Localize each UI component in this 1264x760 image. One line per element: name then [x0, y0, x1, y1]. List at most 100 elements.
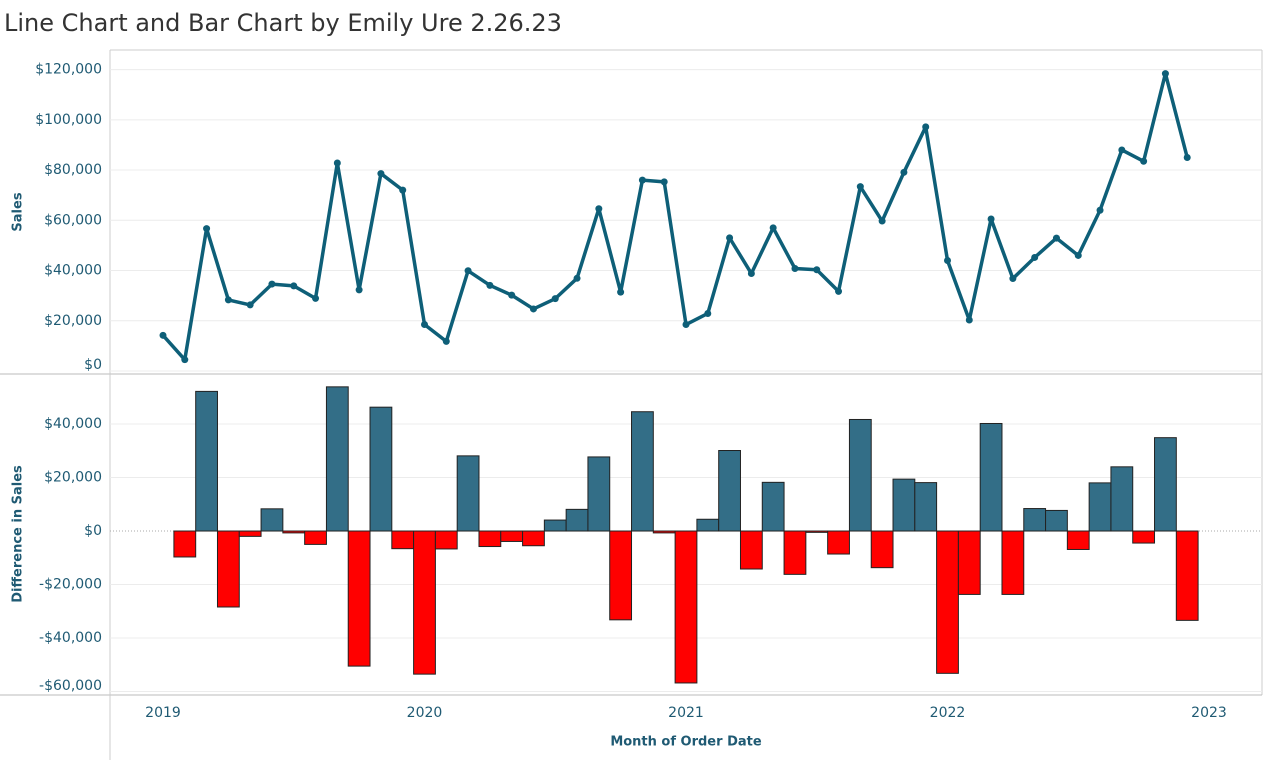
chart-title: Line Chart and Bar Chart by Emily Ure 2.…: [4, 9, 562, 37]
difference-bar: [936, 530, 959, 674]
sales-point: [268, 280, 276, 288]
difference-bar: [739, 530, 763, 570]
y-tick-label: $40,000: [44, 263, 102, 279]
difference-bar: [1175, 530, 1199, 621]
difference-bar: [631, 411, 654, 532]
sales-point: [791, 265, 799, 273]
sales-point: [290, 282, 298, 290]
difference-bar: [325, 386, 349, 532]
difference-bar: [282, 530, 306, 534]
difference-bar: [761, 481, 785, 532]
difference-bar: [478, 530, 502, 548]
sales-point: [747, 270, 755, 278]
sales-point: [355, 286, 363, 294]
difference-bar: [1132, 530, 1156, 544]
y-tick-label: $100,000: [35, 112, 102, 128]
y-tick-label: $80,000: [44, 162, 102, 178]
sales-point: [181, 356, 189, 364]
difference-bar: [347, 530, 371, 667]
difference-bar: [587, 456, 611, 532]
y-tick-label: $0: [84, 357, 102, 373]
difference-bar: [304, 530, 327, 545]
sales-point: [704, 309, 712, 317]
sales-point: [660, 178, 668, 186]
sales-point: [813, 266, 821, 274]
difference-bar: [674, 530, 698, 684]
difference-bar: [522, 530, 545, 547]
sales-point: [529, 305, 537, 313]
difference-bar: [892, 478, 916, 532]
y-tick-label: $60,000: [44, 212, 102, 228]
sales-point: [573, 274, 581, 282]
sales-point: [856, 183, 864, 191]
sales-point: [944, 256, 951, 264]
sales-point: [1031, 253, 1039, 261]
difference-bar: [565, 508, 589, 532]
sales-point: [312, 294, 320, 302]
difference-bar: [870, 530, 894, 569]
sales-point: [769, 224, 777, 232]
difference-bar: [783, 530, 807, 575]
difference-bar: [260, 508, 284, 532]
sales-point: [595, 205, 603, 213]
difference-bar: [652, 530, 676, 534]
difference-bar: [434, 530, 458, 550]
sales-point: [878, 217, 886, 225]
difference-bar: [543, 519, 567, 532]
y-axis-title: Sales: [11, 192, 26, 231]
difference-bar: [1088, 482, 1112, 532]
difference-bar: [718, 450, 741, 532]
sales-point: [203, 225, 211, 233]
difference-bar: [827, 530, 850, 555]
difference-bar: [1110, 466, 1134, 532]
sales-point: [486, 281, 494, 289]
sales-point: [1183, 153, 1191, 161]
sales-point: [1096, 206, 1104, 214]
difference-bar: [957, 530, 981, 595]
sales-point: [464, 267, 472, 275]
x-axis-title: Month of Order Date: [610, 735, 762, 750]
sales-point: [726, 234, 734, 242]
difference-bar: [1045, 509, 1068, 532]
difference-bar: [195, 390, 218, 532]
sales-point: [1161, 70, 1169, 78]
sales-point: [682, 321, 690, 329]
y-tick-label: $120,000: [35, 62, 102, 78]
sales-point: [617, 288, 625, 296]
difference-bar: [1023, 508, 1047, 532]
difference-bar: [1154, 437, 1177, 532]
difference-bar: [391, 530, 415, 550]
y-tick-label: $20,000: [44, 470, 102, 486]
y-tick-label: -$60,000: [39, 678, 102, 694]
difference-bar: [696, 518, 720, 532]
y-tick-label: $20,000: [44, 313, 102, 329]
sales-point: [922, 123, 930, 131]
sales-point: [421, 321, 428, 329]
sales-point: [1052, 234, 1060, 242]
sales-point: [399, 186, 407, 194]
x-tick-label: 2019: [145, 705, 181, 721]
y-axis-title: Difference in Sales: [11, 465, 26, 603]
difference-bar: [413, 530, 436, 675]
sales-point: [246, 301, 254, 309]
sales-point: [159, 331, 167, 339]
x-tick-label: 2020: [407, 705, 443, 721]
difference-bar: [238, 530, 262, 537]
sales-point: [377, 170, 385, 178]
y-tick-label: -$20,000: [39, 577, 102, 593]
difference-bar: [173, 530, 197, 558]
x-tick-label: 2023: [1191, 705, 1227, 721]
y-tick-label: $40,000: [44, 416, 102, 432]
difference-bar: [500, 530, 524, 542]
y-tick-label: $0: [84, 523, 102, 539]
difference-bar: [805, 530, 829, 533]
sales-point: [987, 215, 995, 223]
sales-point: [1074, 251, 1082, 259]
sales-line: [161, 71, 1189, 362]
sales-point: [224, 296, 232, 304]
y-tick-label: -$40,000: [39, 630, 102, 646]
difference-bar: [369, 406, 393, 532]
sales-point: [442, 337, 450, 345]
